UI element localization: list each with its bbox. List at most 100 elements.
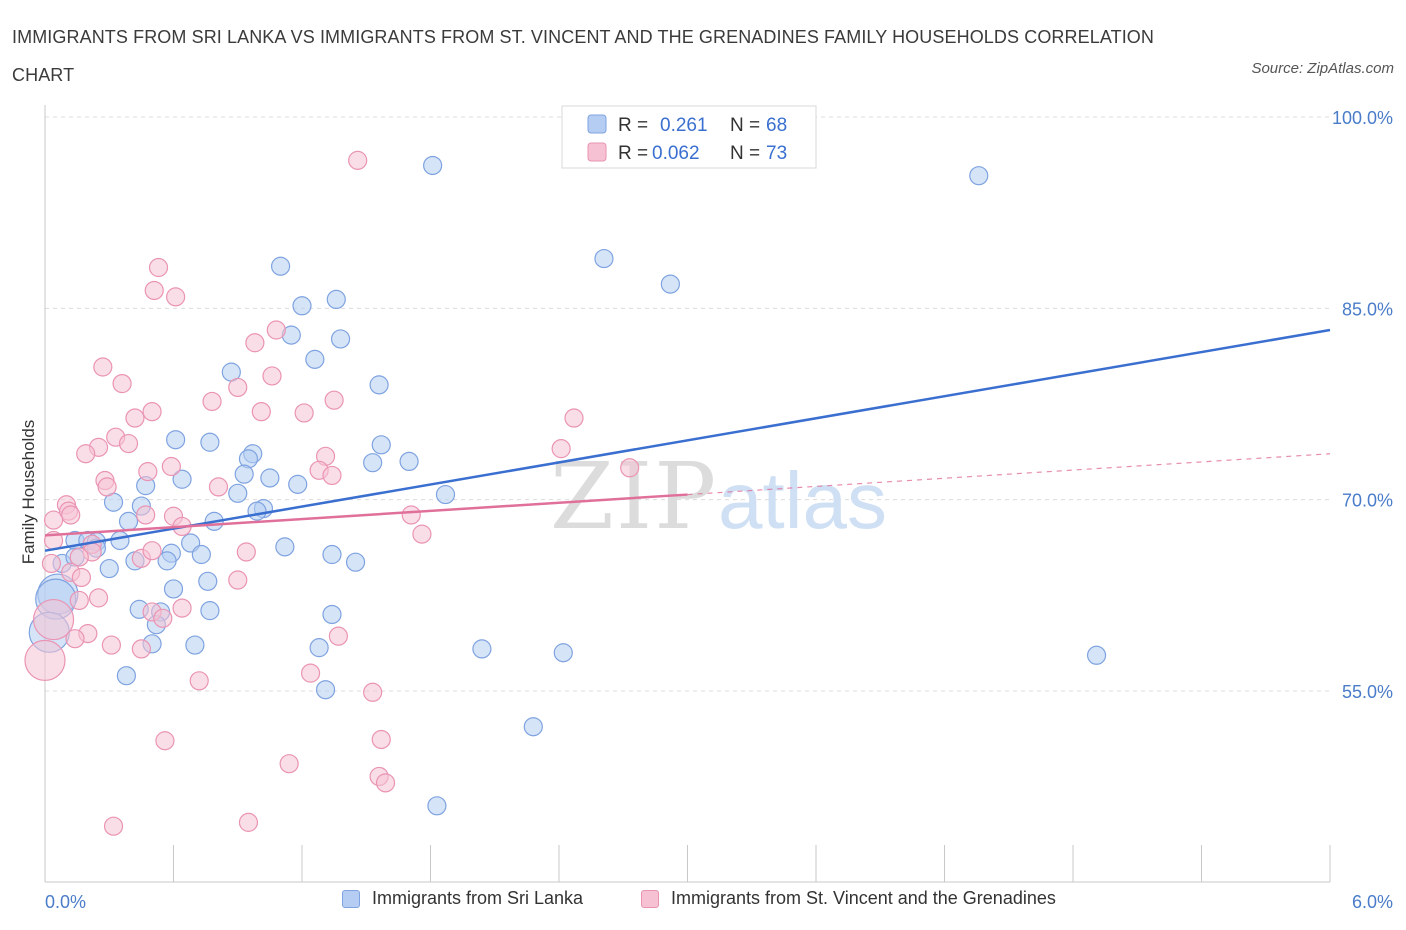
bottom-legend-item-st-vincent: Immigrants from St. Vincent and the Gren… (641, 888, 1056, 909)
point-sri-lanka (172, 469, 192, 489)
point-st-vincent (161, 456, 181, 477)
point-sri-lanka (191, 544, 211, 565)
point-st-vincent (262, 366, 282, 386)
x-tick-label: 6.0% (1352, 892, 1393, 912)
point-st-vincent (228, 377, 248, 398)
point-sri-lanka (322, 544, 342, 565)
legend-box: R = 0.261 N = 68 R = 0.062 N = 73 (561, 105, 817, 169)
point-sri-lanka (185, 635, 205, 655)
watermark-atlas: atlas (718, 456, 887, 545)
point-sri-lanka (330, 329, 351, 349)
point-st-vincent (32, 598, 75, 641)
point-st-vincent (142, 541, 162, 561)
point-sri-lanka (200, 601, 220, 621)
point-st-vincent (43, 510, 64, 530)
point-sri-lanka (228, 483, 248, 503)
point-sri-lanka (292, 296, 312, 316)
point-sri-lanka (371, 435, 391, 455)
point-sri-lanka (472, 639, 492, 659)
point-sri-lanka (200, 432, 220, 452)
point-st-vincent (69, 547, 89, 567)
point-sri-lanka (163, 579, 184, 599)
point-st-vincent (125, 408, 145, 428)
trend-line-st-vincent (44, 493, 688, 537)
trend-line-sri-lanka (44, 328, 1331, 552)
point-sri-lanka (305, 349, 325, 369)
point-sri-lanka (322, 604, 342, 625)
point-st-vincent (412, 524, 432, 544)
point-sri-lanka (423, 155, 443, 176)
legend-r-label: R = (618, 115, 648, 136)
legend-n-label: N = (730, 115, 760, 136)
point-st-vincent (172, 598, 192, 618)
point-sri-lanka (166, 430, 186, 450)
bottom-legend-item-sri-lanka: Immigrants from Sri Lanka (342, 888, 583, 909)
legend-n-label: N = (730, 143, 760, 164)
point-st-vincent (131, 639, 151, 659)
point-sri-lanka (118, 511, 139, 531)
point-st-vincent (551, 439, 571, 459)
point-st-vincent (322, 465, 342, 486)
y-axis-label: Family Households (19, 420, 38, 565)
point-st-vincent (41, 553, 62, 574)
point-st-vincent (138, 462, 158, 482)
point-sri-lanka (110, 530, 130, 551)
point-sri-lanka (315, 680, 336, 700)
point-sri-lanka (309, 638, 329, 658)
point-st-vincent (65, 629, 85, 649)
point-sri-lanka (660, 274, 680, 294)
point-st-vincent (375, 773, 396, 793)
point-st-vincent (88, 588, 109, 608)
point-st-vincent (189, 671, 209, 691)
point-sri-lanka (594, 248, 614, 269)
point-sri-lanka (270, 256, 291, 276)
legend-r-label: R = (618, 143, 648, 164)
point-sri-lanka (1086, 645, 1107, 665)
point-st-vincent (401, 505, 421, 525)
point-st-vincent (228, 570, 248, 590)
point-sri-lanka (523, 717, 543, 737)
point-sri-lanka (399, 451, 419, 471)
point-st-vincent (348, 150, 368, 170)
point-st-vincent (363, 682, 383, 702)
chart-title: IMMIGRANTS FROM SRI LANKA VS IMMIGRANTS … (12, 27, 1154, 85)
trend-line-st-vincent-extension (687, 453, 1331, 496)
point-sri-lanka (969, 166, 989, 186)
point-st-vincent (142, 402, 162, 422)
legend-n-value: 68 (766, 115, 787, 136)
point-sri-lanka (157, 551, 177, 571)
point-st-vincent (155, 731, 175, 751)
point-st-vincent (266, 320, 286, 340)
point-st-vincent (69, 590, 89, 611)
point-sri-lanka (234, 464, 254, 484)
grid-lines (45, 116, 1330, 692)
point-st-vincent (148, 257, 169, 278)
point-st-vincent (236, 542, 256, 562)
y-tick-label: 100.0% (1332, 108, 1393, 128)
point-st-vincent (324, 390, 344, 410)
point-sri-lanka (435, 484, 456, 505)
legend-r-value: 0.062 (652, 143, 700, 164)
point-sri-lanka (345, 552, 366, 572)
point-sri-lanka (260, 468, 280, 488)
point-st-vincent (238, 812, 259, 832)
point-sri-lanka (427, 796, 447, 816)
point-sri-lanka (275, 537, 295, 557)
point-st-vincent (136, 505, 156, 525)
tick-labels: 55.0% 70.0% 85.0% 100.0% 0.0% 6.0% (45, 108, 1393, 912)
point-st-vincent (112, 373, 132, 394)
source-label: Source: ZipAtlas.com (1251, 60, 1394, 77)
x-tick-label: 0.0% (45, 892, 86, 912)
point-sri-lanka (288, 474, 308, 494)
legend-n-value: 73 (766, 143, 787, 164)
point-st-vincent (76, 444, 96, 464)
axes (44, 105, 1331, 883)
bottom-legend-label: Immigrants from St. Vincent and the Gren… (671, 888, 1056, 908)
point-st-vincent (279, 754, 299, 774)
y-tick-label: 70.0% (1342, 491, 1393, 511)
point-sri-lanka (198, 571, 218, 591)
legend-swatch-st-vincent (587, 142, 607, 162)
y-tick-label: 85.0% (1342, 299, 1393, 319)
point-st-vincent (101, 635, 121, 655)
